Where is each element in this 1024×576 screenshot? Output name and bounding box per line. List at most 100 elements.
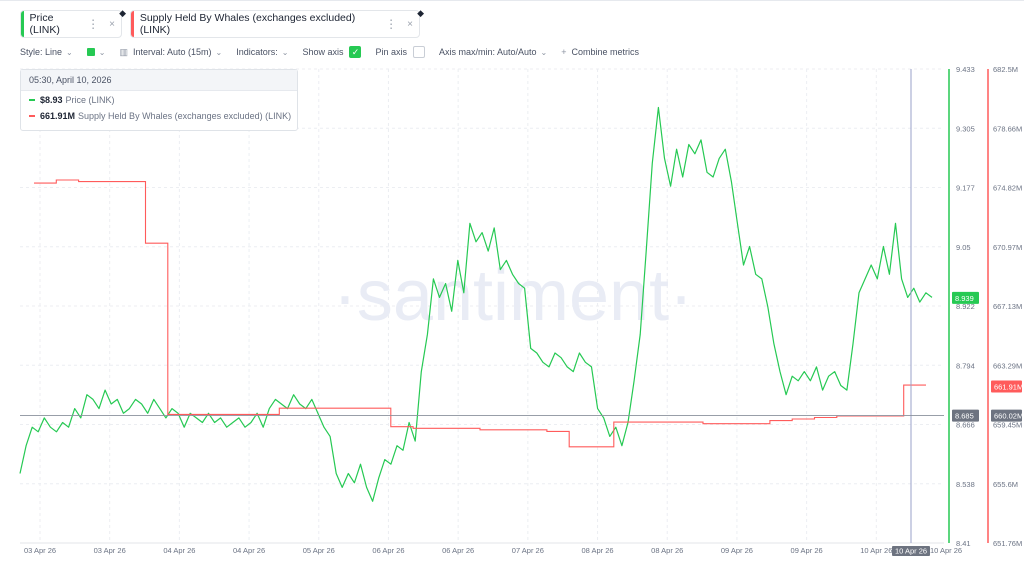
supply-cursor-badge: 660.02M bbox=[994, 412, 1023, 421]
close-icon[interactable]: × bbox=[109, 18, 115, 30]
combine-metrics-button[interactable]: + Combine metrics bbox=[561, 47, 639, 57]
x-tick-label: 04 Apr 26 bbox=[233, 546, 265, 555]
tooltip-label: Price (LINK) bbox=[65, 95, 115, 105]
y-axes: 9.433 9.305 9.177 9.05 8.922 8.794 8.666 8.538 8… bbox=[948, 65, 1022, 548]
supply-tick-label: 659.45M bbox=[993, 421, 1022, 430]
x-tick-label: 06 Apr 26 bbox=[442, 546, 474, 555]
price-tick-label: 8.794 bbox=[956, 361, 975, 370]
chart-toolbar: Style: Line ⌄ ⌄ ▥ Interval: Auto (15m) ⌄ In… bbox=[20, 44, 653, 60]
combine-metrics-label: Combine metrics bbox=[571, 47, 640, 57]
supply-last-badge: 661.91M bbox=[994, 382, 1023, 391]
plus-icon: + bbox=[561, 47, 567, 57]
x-tick-label: 06 Apr 26 bbox=[372, 546, 404, 555]
more-options-icon[interactable]: ⋮ bbox=[87, 17, 100, 31]
supply-tick-label: 651.76M bbox=[993, 539, 1022, 548]
whale-supply-line bbox=[34, 179, 926, 448]
grid bbox=[20, 68, 944, 544]
x-cursor-label: 10 Apr 26 bbox=[895, 547, 927, 556]
x-tick-label: 09 Apr 26 bbox=[721, 546, 753, 555]
tooltip-value: $8.93 bbox=[40, 95, 63, 105]
pin-axis-label: Pin axis bbox=[375, 47, 407, 57]
close-icon[interactable]: × bbox=[407, 18, 413, 30]
metric-tab-whale-supply[interactable]: Supply Held By Whales (exchanges exclude… bbox=[130, 8, 424, 38]
watermark: ·santiment· bbox=[333, 256, 693, 336]
show-axis-label: Show axis bbox=[302, 47, 344, 57]
style-label: Style: Line bbox=[20, 47, 63, 57]
metric-tab-label: Price (LINK) bbox=[29, 12, 60, 36]
x-tick-label: 03 Apr 26 bbox=[94, 546, 126, 555]
indicators-label: Indicators: bbox=[236, 47, 278, 57]
chevron-down-icon: ⌄ bbox=[540, 47, 548, 57]
price-last-badge: 8.939 bbox=[955, 294, 974, 303]
tooltip-label: Supply Held By Whales (exchanges exclude… bbox=[78, 111, 292, 121]
price-tick-label: 9.433 bbox=[956, 65, 975, 74]
metric-tab-label: Supply Held By Whales (exchanges exclude… bbox=[139, 12, 356, 36]
x-tick-label: 07 Apr 26 bbox=[512, 546, 544, 555]
supply-tick-label: 667.13M bbox=[993, 302, 1022, 311]
price-last-badge-bg bbox=[952, 291, 979, 304]
price-tick-label: 8.41 bbox=[956, 539, 971, 548]
supply-tick-label: 655.6M bbox=[993, 480, 1018, 489]
interval-dropdown[interactable]: ▥ Interval: Auto (15m) ⌄ bbox=[119, 47, 222, 58]
x-tick-label: 10 Apr 26 bbox=[860, 546, 892, 555]
checkbox-empty[interactable] bbox=[412, 46, 425, 58]
x-tick-label: 08 Apr 26 bbox=[651, 546, 683, 555]
ruler-icon: ▥ bbox=[119, 46, 128, 57]
metric-color-bar bbox=[21, 11, 24, 37]
supply-last-badge-bg bbox=[991, 380, 1022, 393]
series-lines bbox=[19, 106, 933, 502]
cursor: 8.939 8.685 661.91M 660.02M 10 Apr 26 bbox=[20, 69, 1023, 556]
more-options-icon[interactable]: ⋮ bbox=[385, 17, 398, 31]
legend-swatch bbox=[29, 115, 35, 117]
price-cursor-badge: 8.685 bbox=[955, 412, 974, 421]
supply-tick-label: 678.66M bbox=[993, 124, 1022, 133]
supply-tick-label: 663.29M bbox=[993, 361, 1022, 370]
price-tick-label: 8.922 bbox=[956, 302, 975, 311]
style-dropdown[interactable]: Style: Line ⌄ bbox=[20, 47, 73, 57]
price-tick-label: 9.305 bbox=[956, 124, 975, 133]
supply-cursor-badge-bg bbox=[991, 409, 1022, 422]
price-tick-label: 8.538 bbox=[956, 480, 975, 489]
top-border bbox=[0, 0, 1024, 1]
x-tick-label: 04 Apr 26 bbox=[163, 546, 195, 555]
chevron-down-icon: ⌄ bbox=[281, 47, 289, 57]
ethereum-icon: ◆ bbox=[417, 8, 424, 18]
tooltip: 05:30, April 10, 2026 $8.93 Price (LINK)… bbox=[20, 69, 298, 131]
x-tick-label: 10 Apr 26 bbox=[930, 546, 962, 555]
supply-tick-label: 670.97M bbox=[993, 243, 1022, 252]
tooltip-value: 661.91M bbox=[40, 111, 76, 121]
x-cursor-badge-bg bbox=[892, 546, 930, 556]
chevron-down-icon: ⌄ bbox=[98, 47, 106, 57]
price-tick-label: 9.177 bbox=[956, 184, 975, 193]
chevron-down-icon: ⌄ bbox=[66, 47, 73, 57]
show-axis-toggle[interactable]: Show axis ✓ bbox=[302, 46, 362, 58]
tooltip-date: 05:30, April 10, 2026 bbox=[21, 70, 297, 91]
price-cursor-badge-bg bbox=[952, 409, 979, 422]
supply-tick-label: 682.5M bbox=[993, 65, 1018, 74]
x-tick-label: 08 Apr 26 bbox=[581, 546, 613, 555]
metric-tab-price[interactable]: Price (LINK) ⋮ × ◆ bbox=[20, 8, 126, 38]
x-tick-label: 03 Apr 26 bbox=[24, 546, 56, 555]
x-tick-label: 05 Apr 26 bbox=[303, 546, 335, 555]
ethereum-icon: ◆ bbox=[119, 8, 126, 18]
x-axis: 03 Apr 26 03 Apr 26 04 Apr 26 04 Apr 26 05 A… bbox=[20, 542, 962, 555]
tooltip-row: $8.93 Price (LINK) bbox=[21, 93, 297, 107]
interval-label: Interval: Auto (15m) bbox=[132, 47, 212, 57]
price-tick-label: 8.666 bbox=[956, 421, 975, 430]
x-tick-label: 09 Apr 26 bbox=[791, 546, 823, 555]
tooltip-row: 661.91M Supply Held By Whales (exchanges… bbox=[21, 109, 297, 123]
color-picker[interactable]: ⌄ bbox=[86, 47, 106, 57]
chevron-down-icon: ⌄ bbox=[215, 47, 223, 57]
metric-color-bar bbox=[131, 11, 134, 37]
price-line bbox=[19, 106, 933, 502]
axis-maxmin-label: Axis max/min: Auto/Auto bbox=[438, 47, 537, 57]
supply-tick-label: 674.82M bbox=[993, 184, 1022, 193]
price-tick-label: 9.05 bbox=[956, 243, 971, 252]
color-swatch bbox=[86, 48, 95, 56]
indicators-dropdown[interactable]: Indicators: ⌄ bbox=[236, 47, 288, 57]
legend-swatch bbox=[29, 99, 35, 101]
pin-axis-toggle[interactable]: Pin axis bbox=[375, 46, 425, 58]
checkbox-checked-icon[interactable]: ✓ bbox=[349, 46, 362, 58]
axis-maxmin-dropdown[interactable]: Axis max/min: Auto/Auto ⌄ bbox=[439, 47, 547, 57]
